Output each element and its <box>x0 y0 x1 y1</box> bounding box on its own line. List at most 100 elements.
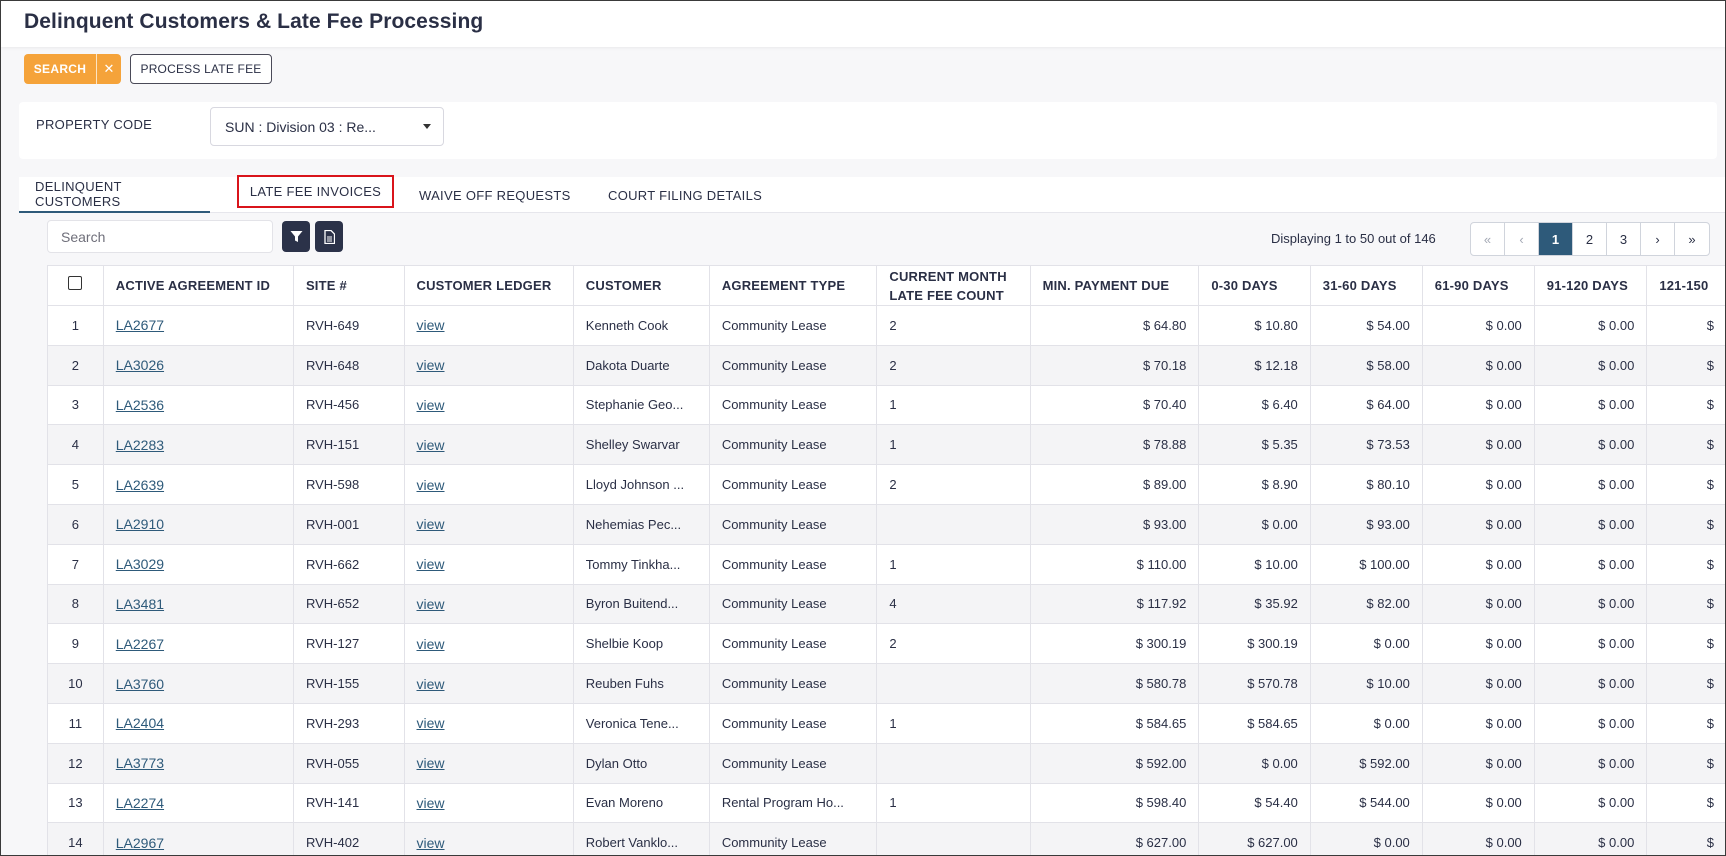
cell-days-61-90: $ 0.00 <box>1421 623 1535 665</box>
cell-days-0-30: $ 0.00 <box>1198 503 1311 545</box>
agreement-id-link[interactable]: LA3026 <box>115 357 165 374</box>
cell-row-number: 1 <box>47 305 104 346</box>
agreement-id-link[interactable]: LA2536 <box>115 396 165 413</box>
pagination-summary: Displaying 1 to 50 out of 146 <box>1271 231 1436 246</box>
column-header[interactable]: ACTIVE AGREEMENT ID <box>102 265 294 306</box>
cell-late-fee-count: 2 <box>876 344 1031 386</box>
column-header[interactable]: AGREEMENT TYPE <box>708 265 878 306</box>
agreement-id-link[interactable]: LA3773 <box>115 755 165 772</box>
customer-ledger-link[interactable]: view <box>416 396 445 413</box>
column-header[interactable]: 121-150 <box>1646 265 1725 306</box>
property-code-select[interactable]: SUN : Division 03 : Re... <box>210 107 444 146</box>
last-page-button[interactable]: » <box>1688 231 1696 247</box>
cell-days-61-90: $ 0.00 <box>1421 822 1535 855</box>
column-header[interactable]: SITE # <box>292 265 405 306</box>
agreement-id-link[interactable]: LA3760 <box>115 675 165 692</box>
select-all-checkbox-cell[interactable] <box>47 265 104 306</box>
page-button-3[interactable]: 3 <box>1607 223 1641 255</box>
agreement-id-link[interactable]: LA2274 <box>115 794 165 811</box>
cell-customer-name: Shelbie Koop <box>572 623 710 665</box>
customer-ledger-link[interactable]: view <box>416 436 445 453</box>
search-button[interactable]: SEARCH <box>33 62 87 76</box>
cell-days-121-150: $ <box>1646 623 1725 665</box>
table-row[interactable]: 8 LA3481 RVH-652 view Byron Buitend... Commun… <box>47 583 1725 625</box>
page-button-1[interactable]: 1 <box>1539 223 1573 255</box>
column-header[interactable]: 0-30 DAYS <box>1198 265 1311 306</box>
customer-ledger-link[interactable]: view <box>416 715 445 732</box>
column-header[interactable]: 61-90 DAYS <box>1421 265 1535 306</box>
agreement-id-link[interactable]: LA2677 <box>115 317 165 334</box>
agreement-id-link[interactable]: LA2267 <box>115 635 165 652</box>
export-button[interactable] <box>315 221 343 252</box>
cell-days-0-30: $ 0.00 <box>1198 742 1311 784</box>
cell-days-31-60: $ 58.00 <box>1309 344 1423 386</box>
customer-ledger-link[interactable]: view <box>416 635 445 652</box>
customer-ledger-link[interactable]: view <box>416 794 445 811</box>
customer-ledger-link[interactable]: view <box>416 556 445 573</box>
customer-ledger-link[interactable]: view <box>416 755 445 772</box>
next-page-button[interactable]: › <box>1641 223 1675 255</box>
column-header[interactable]: CUSTOMER <box>572 265 710 306</box>
cell-days-31-60: $ 0.00 <box>1309 623 1423 665</box>
cell-days-61-90: $ 0.00 <box>1421 543 1535 585</box>
select-all-checkbox[interactable] <box>68 276 83 290</box>
first-page-button[interactable]: « <box>1471 223 1505 255</box>
cell-late-fee-count <box>876 742 1031 784</box>
process-late-fee-button[interactable]: PROCESS LATE FEE <box>130 54 272 84</box>
agreement-id-link[interactable]: LA3481 <box>115 595 165 612</box>
prev-page-button[interactable]: ‹ <box>1505 223 1539 255</box>
cell-days-91-120: $ 0.00 <box>1533 305 1648 346</box>
agreement-id-link[interactable]: LA3029 <box>115 556 165 573</box>
column-header[interactable]: 91-120 DAYS <box>1533 265 1648 306</box>
cell-days-121-150: $ <box>1646 822 1725 855</box>
tab-court-filing-details[interactable]: COURT FILING DETAILS <box>608 187 763 203</box>
cell-row-number: 13 <box>47 782 104 824</box>
agreement-id-link[interactable]: LA2639 <box>115 476 165 493</box>
table-row[interactable]: 1 LA2677 RVH-649 view Kenneth Cook Community … <box>47 305 1725 346</box>
column-header[interactable]: MIN. PAYMENT DUE <box>1029 265 1200 306</box>
table-row[interactable]: 14 LA2967 RVH-402 view Robert Vanklo... Commu… <box>47 822 1725 855</box>
column-header[interactable]: CURRENT MONTH LATE FEE COUNT <box>876 265 1031 306</box>
table-row[interactable]: 13 LA2274 RVH-141 view Evan Moreno Rental Pro… <box>47 782 1725 824</box>
customer-ledger-link[interactable]: view <box>416 675 445 692</box>
table-row[interactable]: 2 LA3026 RVH-648 view Dakota Duarte Community… <box>47 344 1725 386</box>
cell-customer-ledger-link: view <box>403 663 574 704</box>
cell-days-61-90: $ 0.00 <box>1421 663 1535 704</box>
table-row[interactable]: 11 LA2404 RVH-293 view Veronica Tene... Commu… <box>47 702 1725 744</box>
agreement-id-link[interactable]: LA2967 <box>115 834 165 851</box>
customer-ledger-link[interactable]: view <box>416 834 445 851</box>
customer-ledger-link[interactable]: view <box>416 595 445 612</box>
tab-late-fee-invoices[interactable]: LATE FEE INVOICES <box>237 175 394 208</box>
customer-ledger-link[interactable]: view <box>416 476 445 493</box>
table-row[interactable]: 12 LA3773 RVH-055 view Dylan Otto Community L… <box>47 742 1725 784</box>
customer-ledger-link[interactable]: view <box>416 357 445 374</box>
table-row[interactable]: 4 LA2283 RVH-151 view Shelley Swarvar Communi… <box>47 424 1725 466</box>
page-button-2[interactable]: 2 <box>1573 223 1607 255</box>
agreement-id-link[interactable]: LA2283 <box>115 436 165 453</box>
column-header[interactable]: 31-60 DAYS <box>1309 265 1423 306</box>
tab-waive-off-requests[interactable]: WAIVE OFF REQUESTS <box>419 187 571 203</box>
cell-days-91-120: $ 0.00 <box>1533 663 1648 704</box>
table-row[interactable]: 7 LA3029 RVH-662 view Tommy Tinkha... Communi… <box>47 543 1725 585</box>
clear-search-icon[interactable]: ✕ <box>103 61 115 76</box>
cell-agreement-type: Community Lease <box>708 503 878 545</box>
cell-days-31-60: $ 82.00 <box>1309 583 1423 625</box>
table-row[interactable]: 3 LA2536 RVH-456 view Stephanie Geo... Commun… <box>47 384 1725 426</box>
cell-agreement-type: Rental Program Ho... <box>708 782 878 824</box>
customer-ledger-link[interactable]: view <box>416 317 445 334</box>
cell-agreement-type: Community Lease <box>708 742 878 784</box>
agreement-id-link[interactable]: LA2404 <box>115 715 165 732</box>
customer-ledger-link[interactable]: view <box>416 516 445 533</box>
cell-days-61-90: $ 0.00 <box>1421 702 1535 744</box>
column-header[interactable]: CUSTOMER LEDGER <box>403 265 574 306</box>
agreement-id-link[interactable]: LA2910 <box>115 516 165 533</box>
table-row[interactable]: 5 LA2639 RVH-598 view Lloyd Johnson ... Commu… <box>47 464 1725 505</box>
cell-site-number: RVH-662 <box>292 543 405 585</box>
tab-delinquent-customers[interactable]: DELINQUENT CUSTOMERS <box>19 177 210 213</box>
cell-days-31-60: $ 592.00 <box>1309 742 1423 784</box>
table-row[interactable]: 10 LA3760 RVH-155 view Reuben Fuhs Community … <box>47 663 1725 704</box>
table-row[interactable]: 6 LA2910 RVH-001 view Nehemias Pec... Communi… <box>47 503 1725 545</box>
search-input[interactable]: Search <box>47 220 273 253</box>
filter-button[interactable] <box>282 221 310 252</box>
table-row[interactable]: 9 LA2267 RVH-127 view Shelbie Koop Community … <box>47 623 1725 665</box>
